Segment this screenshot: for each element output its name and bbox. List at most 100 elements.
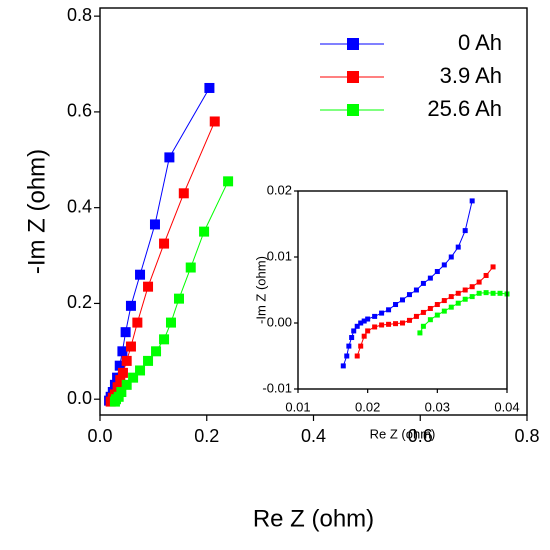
- marker: [483, 290, 489, 296]
- marker: [413, 313, 419, 319]
- y-tick-label: 0.2: [67, 292, 92, 312]
- marker: [120, 327, 131, 338]
- marker: [372, 313, 378, 319]
- marker: [379, 322, 385, 328]
- marker: [149, 219, 160, 230]
- series-line: [114, 181, 229, 402]
- marker: [497, 290, 503, 296]
- marker: [448, 294, 454, 300]
- y-tick-label: -0.01: [262, 380, 292, 395]
- marker: [340, 363, 346, 369]
- x-tick-label: 0.03: [425, 399, 450, 414]
- x-axis-label: Re Z (ohm): [253, 505, 374, 532]
- marker: [413, 287, 419, 293]
- marker: [427, 317, 433, 323]
- marker: [469, 284, 475, 290]
- marker: [121, 379, 132, 390]
- marker: [441, 262, 447, 268]
- y-tick-label: 0.02: [267, 182, 292, 197]
- marker: [476, 279, 482, 285]
- marker: [386, 307, 392, 313]
- marker: [420, 280, 426, 286]
- marker: [448, 304, 454, 310]
- marker: [358, 320, 364, 326]
- marker: [455, 244, 461, 250]
- marker: [441, 308, 447, 314]
- marker: [476, 290, 482, 296]
- marker: [420, 309, 426, 315]
- legend-label: 3.9 Ah: [440, 63, 502, 88]
- x-tick-label: 0.8: [514, 426, 539, 446]
- marker: [469, 198, 475, 204]
- marker: [354, 323, 360, 329]
- marker: [427, 275, 433, 281]
- marker: [344, 353, 350, 359]
- marker: [164, 152, 175, 163]
- y-tick-label: 0.01: [267, 248, 292, 263]
- marker: [455, 290, 461, 296]
- x-tick-label: 0.04: [494, 399, 519, 414]
- marker: [151, 346, 162, 357]
- marker: [115, 375, 126, 386]
- marker: [462, 287, 468, 293]
- marker: [199, 226, 210, 237]
- marker: [434, 312, 440, 318]
- marker: [406, 292, 412, 298]
- marker: [116, 387, 127, 398]
- marker: [365, 316, 371, 322]
- marker: [354, 353, 360, 359]
- x-axis-label: Re Z (ohm): [370, 426, 436, 441]
- marker: [386, 321, 392, 327]
- marker: [125, 341, 136, 352]
- marker: [117, 346, 128, 357]
- legend-label: 25.6 Ah: [427, 96, 502, 121]
- x-tick-label: 0.01: [285, 399, 310, 414]
- y-tick-label: 0.0: [67, 388, 92, 408]
- marker: [117, 367, 128, 378]
- marker: [379, 310, 385, 316]
- legend-marker: [347, 71, 359, 83]
- x-tick-label: 0.0: [87, 426, 112, 446]
- marker: [121, 355, 132, 366]
- marker: [434, 302, 440, 308]
- y-tick-label: 0.00: [267, 314, 292, 329]
- plot-frame: [99, 7, 528, 416]
- plot: 0.0 0.2 0.4 0.6 0.8 0.0 0.2 0.4 0.6 0.8 Re Z (ohm)…: [23, 5, 539, 532]
- marker: [125, 300, 136, 311]
- legend-label: 0 Ah: [458, 30, 502, 55]
- marker: [204, 82, 215, 93]
- marker: [178, 188, 189, 199]
- marker: [209, 116, 220, 127]
- marker: [132, 317, 143, 328]
- marker: [420, 323, 426, 329]
- marker: [223, 176, 234, 187]
- marker: [400, 297, 405, 303]
- marker: [372, 324, 378, 330]
- marker: [165, 317, 176, 328]
- marker: [135, 269, 146, 280]
- x-tick-label: 0.4: [301, 426, 326, 446]
- marker: [361, 318, 367, 324]
- marker: [455, 300, 461, 306]
- marker: [462, 228, 468, 234]
- marker: [349, 335, 355, 341]
- plot-frame: [297, 190, 508, 390]
- plot: 0.01 0.02 0.03 0.04 -0.01 0.00 0.01 0.02 Re Z (o…: [253, 182, 519, 441]
- marker: [483, 272, 489, 278]
- marker: [135, 365, 146, 376]
- legend-marker: [347, 38, 359, 50]
- marker: [159, 238, 170, 249]
- marker: [469, 294, 475, 300]
- marker: [490, 290, 496, 296]
- marker: [406, 317, 412, 323]
- series-line: [356, 266, 494, 357]
- marker: [173, 293, 184, 304]
- marker: [365, 328, 371, 334]
- marker: [128, 372, 139, 383]
- y-tick-label: 0.4: [67, 196, 92, 216]
- inset-background: [298, 191, 507, 389]
- x-tick-label: 0.02: [355, 399, 380, 414]
- marker: [143, 355, 154, 366]
- marker: [448, 254, 454, 260]
